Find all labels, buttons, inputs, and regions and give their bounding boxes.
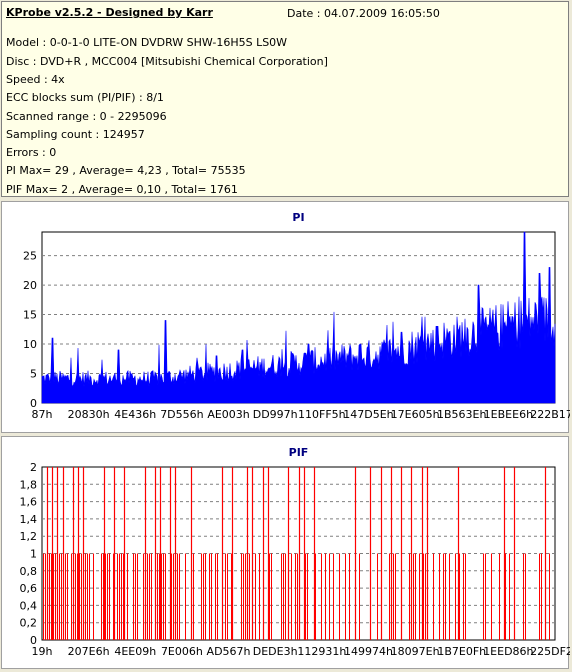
chart-title: PIF	[289, 446, 309, 459]
pif-chart: PIF 0 0,2 0,4 0,6 0,8 1 1,2 1,4 1,6 1,8 2 19h 207E6h 4…	[20, 446, 571, 658]
x-tick-label: 20830h	[68, 408, 110, 421]
y-tick-label: 1	[30, 548, 37, 561]
disc-line: Disc : DVD+R , MCC004 [Mitsubishi Chemic…	[6, 55, 328, 68]
pif-chart-panel: PIF 0 0,2 0,4 0,6 0,8 1 1,2 1,4 1,6 1,8 2 19h 207E6h 4…	[1, 436, 571, 669]
y-tick-label: 1,6	[20, 496, 38, 509]
y-tick-label: 0,8	[20, 565, 38, 578]
x-tick-label: 110FF5h	[298, 408, 346, 421]
scan-date: Date : 04.07.2009 16:05:50	[287, 7, 440, 20]
errors-line: Errors : 0	[6, 146, 57, 159]
model-line: Model : 0-0-1-0 LITE-ON DVDRW SHW-16H5S …	[6, 36, 288, 49]
x-tick-label: 1B563Eh	[437, 408, 486, 421]
x-tick-label: 222B17h	[530, 408, 570, 421]
y-tick-label: 5	[30, 368, 37, 381]
speed-line: Speed : 4x	[6, 73, 65, 86]
x-tick-label: 4EE09h	[114, 645, 156, 658]
x-tick-label: 4E436h	[114, 408, 156, 421]
y-tick-label: 1,2	[20, 530, 38, 543]
y-tick-label: 2	[30, 461, 37, 474]
pi-chart-panel: PI 0 5 10 15 20 25 87h 20830h 4E436h 7D556h AE003h D…	[1, 201, 570, 433]
x-tick-label: 147D5Eh	[343, 408, 393, 421]
y-tick-label: 0	[30, 634, 37, 647]
x-tick-label: DD997h	[253, 408, 298, 421]
x-tick-label: 19h	[32, 645, 53, 658]
x-tick-label: AE003h	[207, 408, 249, 421]
y-tick-label: 15	[23, 309, 37, 322]
x-tick-label: 207E6h	[68, 645, 110, 658]
x-tick-label: 18097Eh	[391, 645, 440, 658]
x-tick-label: 225DF2h	[530, 645, 570, 658]
sampling-line: Sampling count : 124957	[6, 128, 145, 141]
x-tick-label: 17E605h	[391, 408, 440, 421]
x-tick-label: 112931h	[297, 645, 346, 658]
x-tick-label: 1B7E0Fh	[437, 645, 486, 658]
app-title: KProbe v2.5.2 - Designed by Karr	[6, 6, 213, 19]
pi-summary-line: PI Max= 29 , Average= 4,23 , Total= 7553…	[6, 164, 246, 177]
y-tick-label: 25	[23, 250, 37, 263]
ecc-line: ECC blocks sum (PI/PIF) : 8/1	[6, 91, 164, 104]
plot-area	[41, 466, 556, 641]
y-tick-label: 0,6	[20, 582, 38, 595]
pi-series-bars	[41, 231, 556, 404]
y-tick-label: 10	[23, 338, 37, 351]
x-tick-label: 7E006h	[161, 645, 203, 658]
x-tick-label: AD567h	[207, 645, 251, 658]
y-tick-label: 1,4	[20, 513, 38, 526]
x-tick-label: 7D556h	[160, 408, 203, 421]
y-tick-label: 20	[23, 279, 37, 292]
x-tick-label: 149974h	[344, 645, 393, 658]
x-tick-label: 1EED86h	[483, 645, 533, 658]
pif-series-bars	[43, 467, 550, 640]
pi-chart: PI 0 5 10 15 20 25 87h 20830h 4E436h 7D556h AE003h D…	[23, 211, 570, 421]
pif-summary-line: PIF Max= 2 , Average= 0,10 , Total= 1761	[6, 183, 238, 196]
info-panel: KProbe v2.5.2 - Designed by Karr Date : …	[1, 1, 569, 197]
chart-title: PI	[292, 211, 304, 224]
range-line: Scanned range : 0 - 2295096	[6, 110, 167, 123]
y-tick-label: 1,8	[20, 478, 38, 491]
x-tick-label: DEDE3h	[253, 645, 298, 658]
y-tick-label: 0,2	[20, 617, 38, 630]
x-tick-label: 1EBEE6h	[484, 408, 533, 421]
y-tick-label: 0	[30, 397, 37, 410]
y-tick-label: 0,4	[20, 599, 38, 612]
x-tick-label: 87h	[32, 408, 53, 421]
